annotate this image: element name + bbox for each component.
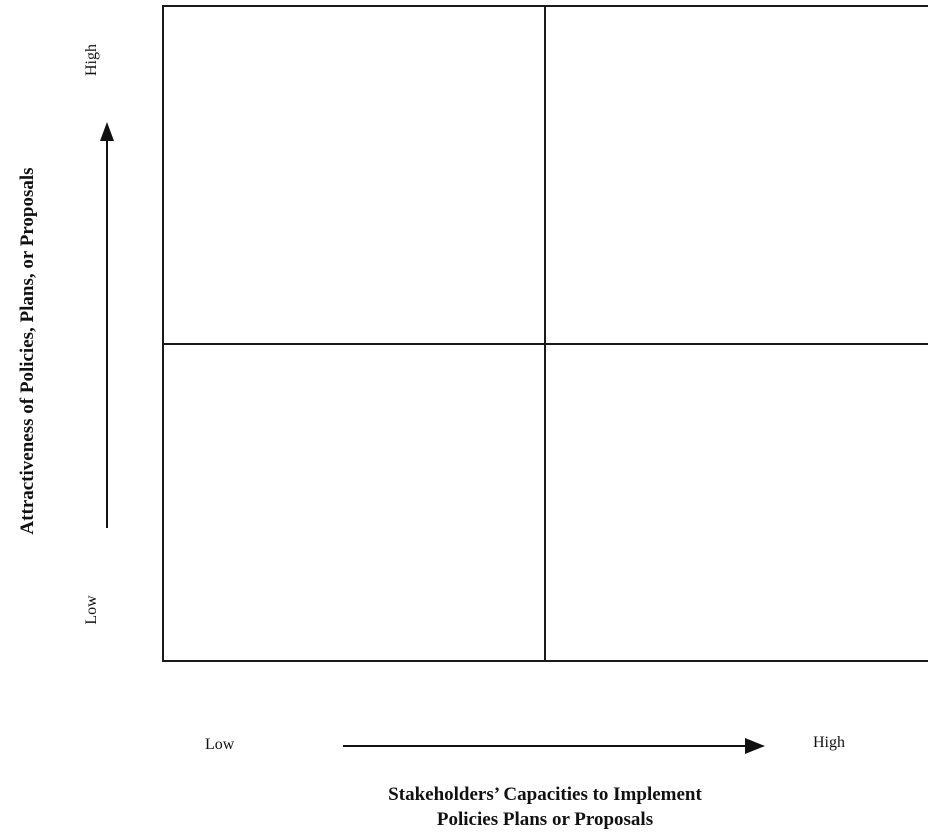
x-axis-low-label: Low: [205, 736, 235, 753]
y-axis-high-label: High: [83, 44, 100, 76]
quadrant-bottom-left: [164, 345, 544, 660]
y-axis-low-label: Low: [83, 595, 100, 625]
y-axis-title: Attractiveness of Policies, Plans, or Pr…: [17, 167, 38, 535]
matrix-horizontal-divider: [162, 343, 928, 345]
x-axis-arrow-icon: [343, 738, 765, 754]
x-axis-title-line-1: Stakeholders’ Capacities to Implement: [388, 784, 702, 805]
x-axis-title-line-2: Policies Plans or Proposals: [436, 809, 654, 830]
quadrant-top-left: [164, 7, 544, 343]
y-axis-arrow-icon: [100, 122, 114, 528]
quadrant-top-right: [546, 7, 928, 343]
x-axis-high-label: High: [813, 734, 845, 751]
matrix-vertical-divider: [544, 5, 546, 662]
x-axis-title: Stakeholders’ Capacities to Implement Po…: [300, 782, 790, 832]
quadrant-bottom-right: [546, 345, 928, 660]
